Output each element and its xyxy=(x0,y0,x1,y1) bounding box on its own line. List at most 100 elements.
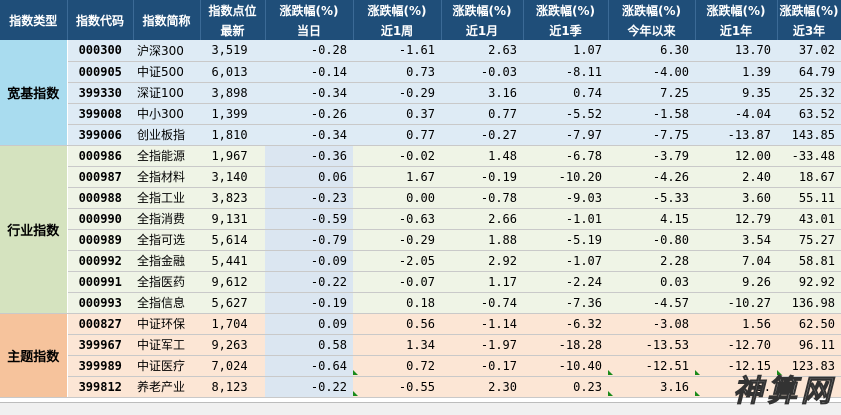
y3-cell[interactable]: 62.50 xyxy=(777,313,841,335)
q1-cell[interactable]: -5.19 xyxy=(523,229,608,251)
latest-cell[interactable]: 3,519 xyxy=(200,40,265,62)
latest-cell[interactable]: 9,612 xyxy=(200,271,265,293)
m1-cell[interactable]: -0.17 xyxy=(441,355,523,377)
y3-cell[interactable] xyxy=(777,376,841,398)
w1-cell[interactable]: -0.02 xyxy=(353,145,441,167)
today-cell[interactable]: -0.23 xyxy=(265,187,353,209)
latest-cell[interactable]: 7,024 xyxy=(200,355,265,377)
index-code-cell[interactable]: 000905 xyxy=(67,61,133,83)
y1-cell[interactable]: 3.60 xyxy=(695,187,777,209)
y3-cell[interactable]: 43.01 xyxy=(777,208,841,230)
header-q1[interactable]: 近1季 xyxy=(523,20,609,40)
header-y1[interactable]: 近1年 xyxy=(695,20,778,40)
ytd-cell[interactable]: 2.28 xyxy=(608,250,695,272)
header-code[interactable]: 指数代码 xyxy=(67,0,134,40)
today-cell[interactable]: -0.79 xyxy=(265,229,353,251)
today-cell[interactable]: 0.09 xyxy=(265,313,353,335)
y3-cell[interactable]: 37.02 xyxy=(777,40,841,62)
q1-cell[interactable]: -5.52 xyxy=(523,103,608,125)
y3-cell[interactable]: 143.85 xyxy=(777,124,841,146)
y1-cell[interactable]: -4.04 xyxy=(695,103,777,125)
w1-cell[interactable]: 0.00 xyxy=(353,187,441,209)
y1-cell[interactable]: 1.39 xyxy=(695,61,777,83)
latest-cell[interactable]: 5,627 xyxy=(200,292,265,314)
today-cell[interactable]: -0.26 xyxy=(265,103,353,125)
y1-cell[interactable]: 13.70 xyxy=(695,40,777,62)
m1-cell[interactable]: -1.97 xyxy=(441,334,523,356)
index-name-cell[interactable]: 中证医疗 xyxy=(133,355,200,377)
w1-cell[interactable]: -2.05 xyxy=(353,250,441,272)
index-name-cell[interactable]: 中证500 xyxy=(133,61,200,83)
q1-cell[interactable]: 0.23 xyxy=(523,376,608,398)
latest-cell[interactable]: 1,810 xyxy=(200,124,265,146)
m1-cell[interactable]: -0.74 xyxy=(441,292,523,314)
w1-cell[interactable]: -0.29 xyxy=(353,82,441,104)
m1-cell[interactable]: 2.92 xyxy=(441,250,523,272)
index-code-cell[interactable]: 000300 xyxy=(67,40,133,62)
y1-cell[interactable]: 3.54 xyxy=(695,229,777,251)
today-cell[interactable]: -0.59 xyxy=(265,208,353,230)
y1-cell[interactable]: -13.87 xyxy=(695,124,777,146)
index-code-cell[interactable]: 000990 xyxy=(67,208,133,230)
index-code-cell[interactable]: 000988 xyxy=(67,187,133,209)
w1-cell[interactable]: 0.77 xyxy=(353,124,441,146)
q1-cell[interactable]: -18.28 xyxy=(523,334,608,356)
index-name-cell[interactable]: 全指可选 xyxy=(133,229,200,251)
y3-cell[interactable]: 25.32 xyxy=(777,82,841,104)
y1-cell[interactable]: -10.27 xyxy=(695,292,777,314)
today-cell[interactable]: -0.09 xyxy=(265,250,353,272)
latest-cell[interactable]: 1,967 xyxy=(200,145,265,167)
today-cell[interactable]: -0.22 xyxy=(265,376,353,398)
today-cell[interactable]: -0.19 xyxy=(265,292,353,314)
ytd-cell[interactable]: -4.26 xyxy=(608,166,695,188)
y1-cell[interactable]: 2.40 xyxy=(695,166,777,188)
index-name-cell[interactable]: 沪深300 xyxy=(133,40,200,62)
w1-cell[interactable]: -0.63 xyxy=(353,208,441,230)
y1-cell[interactable]: 1.56 xyxy=(695,313,777,335)
index-name-cell[interactable]: 养老产业 xyxy=(133,376,200,398)
w1-cell[interactable]: -0.29 xyxy=(353,229,441,251)
header-latest-top[interactable]: 指数点位 xyxy=(200,0,266,20)
w1-cell[interactable]: 1.67 xyxy=(353,166,441,188)
today-cell[interactable]: -0.64 xyxy=(265,355,353,377)
ytd-cell[interactable]: -4.00 xyxy=(608,61,695,83)
w1-cell[interactable]: 0.56 xyxy=(353,313,441,335)
index-name-cell[interactable]: 全指工业 xyxy=(133,187,200,209)
latest-cell[interactable]: 5,614 xyxy=(200,229,265,251)
q1-cell[interactable]: -6.78 xyxy=(523,145,608,167)
y1-cell[interactable]: -12.15 xyxy=(695,355,777,377)
ytd-cell[interactable]: 3.16 xyxy=(608,376,695,398)
header-y3[interactable]: 近3年 xyxy=(777,20,841,40)
w1-cell[interactable]: -1.61 xyxy=(353,40,441,62)
w1-cell[interactable]: -0.55 xyxy=(353,376,441,398)
ytd-cell[interactable]: -5.33 xyxy=(608,187,695,209)
w1-cell[interactable]: 0.72 xyxy=(353,355,441,377)
index-code-cell[interactable]: 000993 xyxy=(67,292,133,314)
latest-cell[interactable]: 9,131 xyxy=(200,208,265,230)
index-name-cell[interactable]: 中证环保 xyxy=(133,313,200,335)
latest-cell[interactable]: 3,898 xyxy=(200,82,265,104)
index-code-cell[interactable]: 399006 xyxy=(67,124,133,146)
header-m1[interactable]: 近1月 xyxy=(441,20,524,40)
ytd-cell[interactable]: -3.08 xyxy=(608,313,695,335)
latest-cell[interactable]: 5,441 xyxy=(200,250,265,272)
index-name-cell[interactable]: 创业板指 xyxy=(133,124,200,146)
y3-cell[interactable]: 63.52 xyxy=(777,103,841,125)
index-code-cell[interactable]: 000991 xyxy=(67,271,133,293)
y1-cell[interactable]: 12.00 xyxy=(695,145,777,167)
m1-cell[interactable]: -1.14 xyxy=(441,313,523,335)
header-today-top[interactable]: 涨跌幅(%) xyxy=(265,0,354,20)
q1-cell[interactable]: -7.97 xyxy=(523,124,608,146)
header-q1-top[interactable]: 涨跌幅(%) xyxy=(523,0,609,20)
ytd-cell[interactable]: -1.58 xyxy=(608,103,695,125)
q1-cell[interactable]: -2.24 xyxy=(523,271,608,293)
latest-cell[interactable]: 1,704 xyxy=(200,313,265,335)
index-name-cell[interactable]: 全指信息 xyxy=(133,292,200,314)
m1-cell[interactable]: 1.88 xyxy=(441,229,523,251)
header-w1[interactable]: 近1周 xyxy=(353,20,442,40)
ytd-cell[interactable]: -12.51 xyxy=(608,355,695,377)
today-cell[interactable]: -0.36 xyxy=(265,145,353,167)
m1-cell[interactable]: -0.78 xyxy=(441,187,523,209)
y1-cell[interactable]: 12.79 xyxy=(695,208,777,230)
header-w1-top[interactable]: 涨跌幅(%) xyxy=(353,0,442,20)
